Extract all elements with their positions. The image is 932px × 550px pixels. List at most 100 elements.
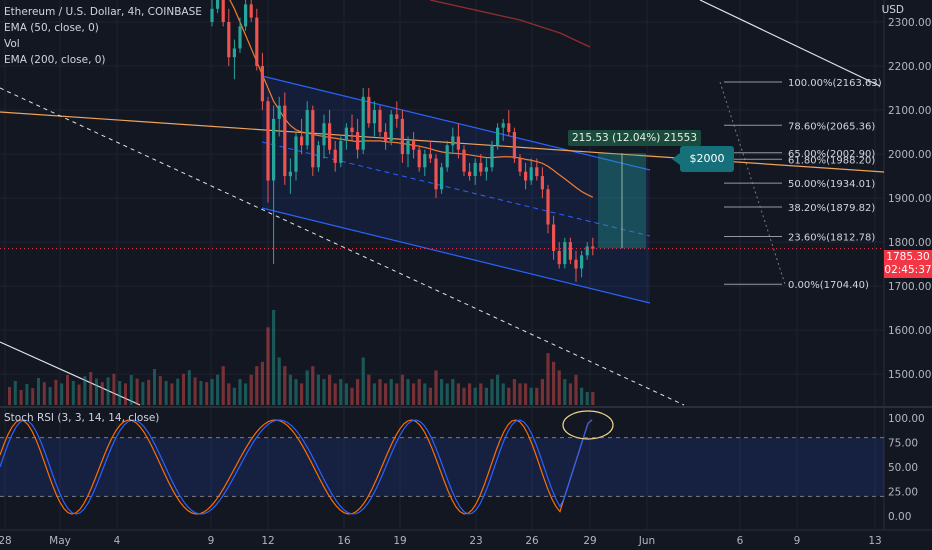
stoch-rsi-title[interactable]: Stoch RSI (3, 3, 14, 14, close) bbox=[4, 412, 160, 424]
volume-bar bbox=[118, 381, 122, 405]
x-tick-label: 13 bbox=[868, 535, 881, 547]
volume-bar bbox=[529, 387, 533, 405]
volume-bar bbox=[372, 383, 376, 405]
volume-bar bbox=[170, 383, 174, 405]
rsi-tick-label: 25.00 bbox=[888, 487, 918, 499]
x-tick-label: 23 bbox=[469, 535, 482, 547]
candle-body bbox=[350, 127, 354, 133]
fib-level-label: 65.00%(2002.90) bbox=[788, 149, 875, 160]
indicator-ema50[interactable]: EMA (50, close, 0) bbox=[4, 22, 99, 34]
chart-legend: Ethereum / U.S. Dollar, 4h, COINBASE EMA… bbox=[4, 4, 202, 68]
volume-bar bbox=[124, 383, 127, 405]
rsi-highlight-ellipse bbox=[562, 410, 614, 440]
volume-bar bbox=[31, 388, 35, 405]
candle-body bbox=[591, 246, 595, 249]
target-callout[interactable]: $2000 bbox=[672, 146, 734, 172]
volume-bar bbox=[512, 379, 516, 405]
volume-bar bbox=[580, 387, 584, 405]
candle-body bbox=[490, 145, 494, 168]
volume-bar bbox=[25, 384, 29, 405]
bar-countdown: 02:45:37 bbox=[884, 264, 932, 276]
volume-bar bbox=[451, 379, 455, 405]
ema200-line bbox=[429, 0, 591, 48]
volume-bar bbox=[574, 374, 578, 405]
candle-body bbox=[400, 118, 404, 155]
volume-bar bbox=[221, 366, 225, 405]
volume-bar bbox=[187, 370, 191, 405]
volume-bar bbox=[344, 383, 348, 405]
volume-bar bbox=[367, 374, 371, 405]
candle-body bbox=[568, 242, 572, 260]
volume-bar bbox=[316, 374, 320, 405]
volume-bar bbox=[205, 382, 209, 405]
candle-body bbox=[389, 114, 393, 141]
volume-bar bbox=[147, 379, 151, 405]
dotted-trendline bbox=[0, 87, 685, 406]
measure-label[interactable]: 215.53 (12.04%) 21553 bbox=[568, 130, 702, 146]
volume-bar bbox=[66, 375, 69, 405]
candle-body bbox=[300, 136, 304, 146]
candle-body bbox=[255, 17, 259, 67]
y-tick-label: 1500.00 bbox=[888, 369, 931, 381]
volume-bar bbox=[135, 378, 139, 405]
volume-bar bbox=[462, 387, 466, 405]
candle-body bbox=[216, 0, 220, 9]
y-tick-label: 1600.00 bbox=[888, 325, 931, 337]
candle-body bbox=[372, 110, 376, 124]
volume-bar bbox=[585, 392, 589, 405]
candle-body bbox=[563, 242, 567, 265]
channel-lower-line bbox=[261, 207, 651, 304]
candle-body bbox=[501, 123, 505, 128]
volume-bar bbox=[272, 310, 276, 405]
volume-bar bbox=[305, 370, 309, 405]
volume-bar bbox=[100, 382, 104, 405]
candle-body bbox=[580, 255, 584, 269]
symbol-title[interactable]: Ethereum / U.S. Dollar, 4h, COINBASE bbox=[4, 6, 202, 18]
y-tick-label: 1900.00 bbox=[888, 193, 931, 205]
volume-bar bbox=[557, 370, 561, 405]
stoch-k-line bbox=[0, 419, 593, 515]
candle-body bbox=[288, 171, 292, 177]
candle-body bbox=[311, 110, 315, 168]
volume-bar bbox=[300, 383, 304, 405]
volume-bar bbox=[199, 381, 203, 405]
volume-bar bbox=[333, 383, 337, 405]
fib-level-label: 61.80%(1988.20) bbox=[788, 155, 875, 166]
y-tick-label: 1800.00 bbox=[888, 237, 931, 249]
volume-bar bbox=[255, 366, 259, 405]
candle-body bbox=[462, 149, 466, 172]
x-tick-label: 9 bbox=[794, 535, 801, 547]
volume-bar bbox=[176, 378, 180, 405]
rsi-tick-label: 75.00 bbox=[888, 438, 918, 450]
indicator-vol[interactable]: Vol bbox=[4, 38, 20, 50]
volume-bar bbox=[591, 392, 595, 405]
x-tick-label: May bbox=[49, 535, 71, 547]
candle-body bbox=[479, 162, 483, 172]
orange-trendline bbox=[0, 111, 885, 173]
volume-bar bbox=[89, 372, 93, 405]
volume-bar bbox=[153, 369, 156, 405]
volume-bar bbox=[244, 383, 248, 405]
candle-body bbox=[249, 4, 253, 18]
candle-body bbox=[266, 101, 270, 181]
volume-bar bbox=[428, 387, 432, 405]
volume-bar bbox=[60, 383, 64, 405]
volume-bar bbox=[288, 374, 292, 405]
candle-body bbox=[339, 140, 343, 163]
volume-bar bbox=[227, 383, 231, 405]
volume-bar bbox=[48, 387, 52, 405]
volume-bar bbox=[473, 387, 477, 405]
volume-bar bbox=[129, 375, 133, 405]
candle-body bbox=[322, 123, 326, 146]
candle-body bbox=[585, 246, 589, 256]
volume-bar bbox=[210, 379, 214, 405]
volume-bar bbox=[8, 387, 11, 405]
volume-bar bbox=[106, 377, 110, 405]
indicator-ema200[interactable]: EMA (200, close, 0) bbox=[4, 54, 106, 66]
candle-body bbox=[367, 96, 371, 124]
candle-body bbox=[423, 154, 427, 168]
candle-body bbox=[518, 158, 522, 172]
volume-bar bbox=[384, 383, 388, 405]
volume-bar bbox=[378, 379, 382, 405]
